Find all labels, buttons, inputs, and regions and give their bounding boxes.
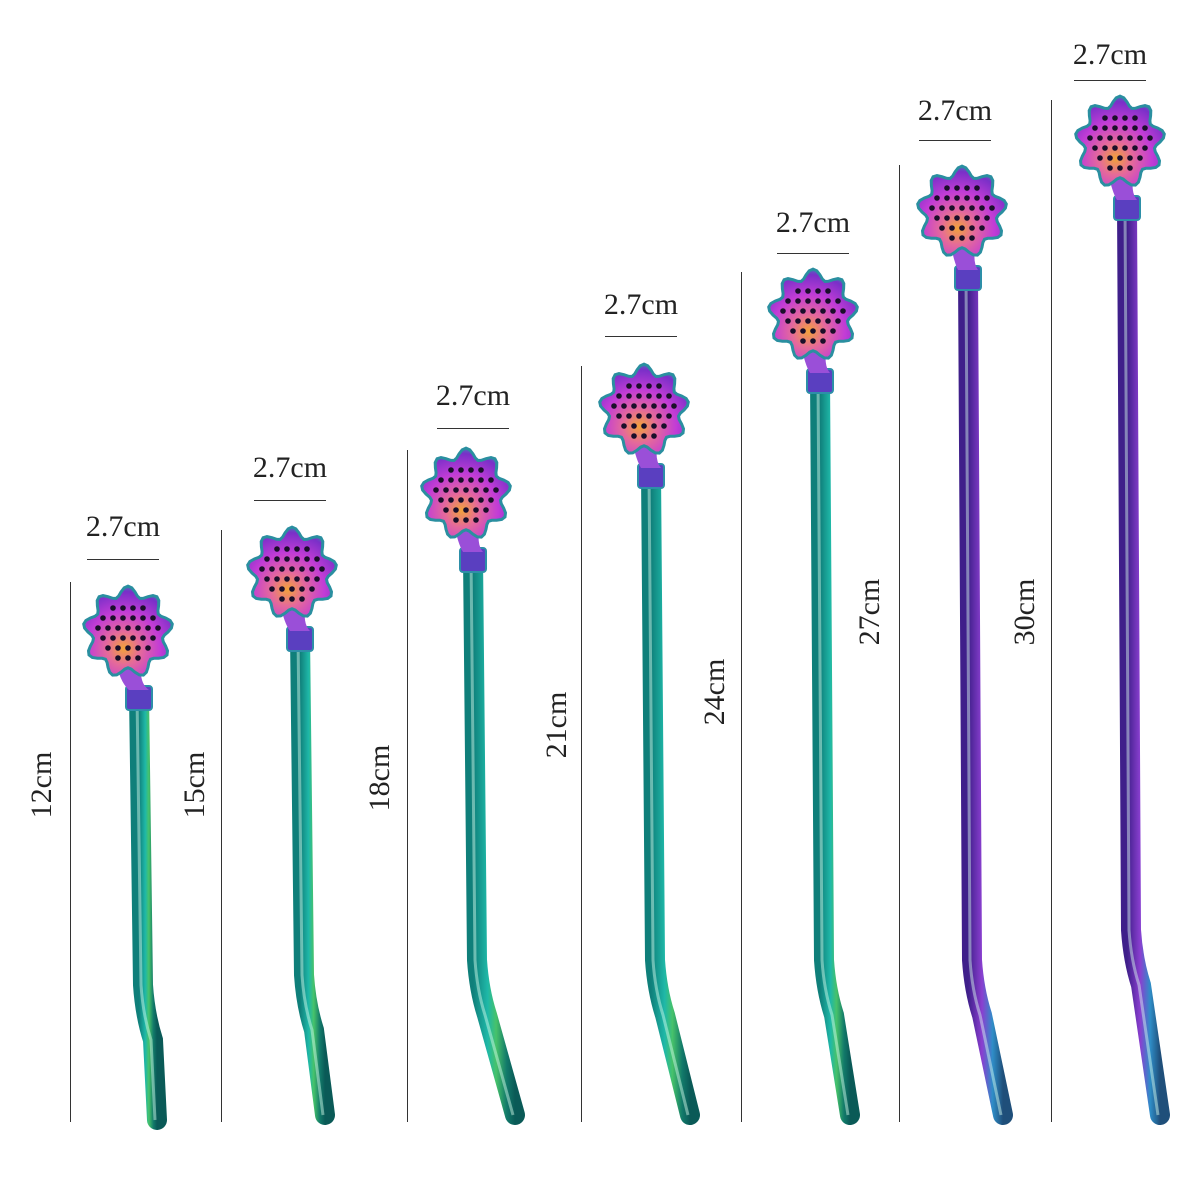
- width-label-4: 2.7cm: [603, 288, 679, 321]
- filter-holes: [611, 383, 677, 439]
- straw-tube: [958, 264, 1013, 1125]
- width-label-7: 2.7cm: [1072, 38, 1148, 71]
- straw-tube: [810, 367, 860, 1125]
- length-indicator-line-7: [1051, 100, 1052, 1122]
- filter-holes: [259, 546, 325, 602]
- filter-holes: [929, 185, 995, 241]
- length-indicator-line-3: [407, 450, 408, 1122]
- filter-holes: [95, 605, 161, 661]
- width-indicator-line-7: [1074, 80, 1146, 81]
- width-label-1: 2.7cm: [85, 510, 161, 543]
- length-indicator-line-1: [70, 582, 71, 1122]
- length-indicator-line-2: [221, 530, 222, 1122]
- width-indicator-line-3: [437, 428, 509, 429]
- straw-tube: [290, 625, 335, 1125]
- straw-tube: [641, 462, 700, 1125]
- width-label-5: 2.7cm: [775, 206, 851, 239]
- straw-tube: [463, 546, 525, 1125]
- length-indicator-line-6: [899, 165, 900, 1122]
- width-label-3: 2.7cm: [435, 379, 511, 412]
- width-indicator-line-2: [254, 500, 326, 501]
- length-indicator-line-4: [581, 366, 582, 1122]
- straw-tube: [129, 684, 167, 1130]
- filter-holes: [1087, 115, 1153, 171]
- width-indicator-line-4: [605, 336, 677, 337]
- width-indicator-line-6: [919, 140, 991, 141]
- width-indicator-line-1: [87, 559, 159, 560]
- width-label-2: 2.7cm: [252, 451, 328, 484]
- filter-holes: [433, 467, 499, 523]
- straw-tube: [1117, 194, 1170, 1125]
- width-indicator-line-5: [777, 253, 849, 254]
- width-label-6: 2.7cm: [917, 94, 993, 127]
- length-indicator-line-5: [741, 272, 742, 1122]
- filter-holes: [780, 288, 846, 344]
